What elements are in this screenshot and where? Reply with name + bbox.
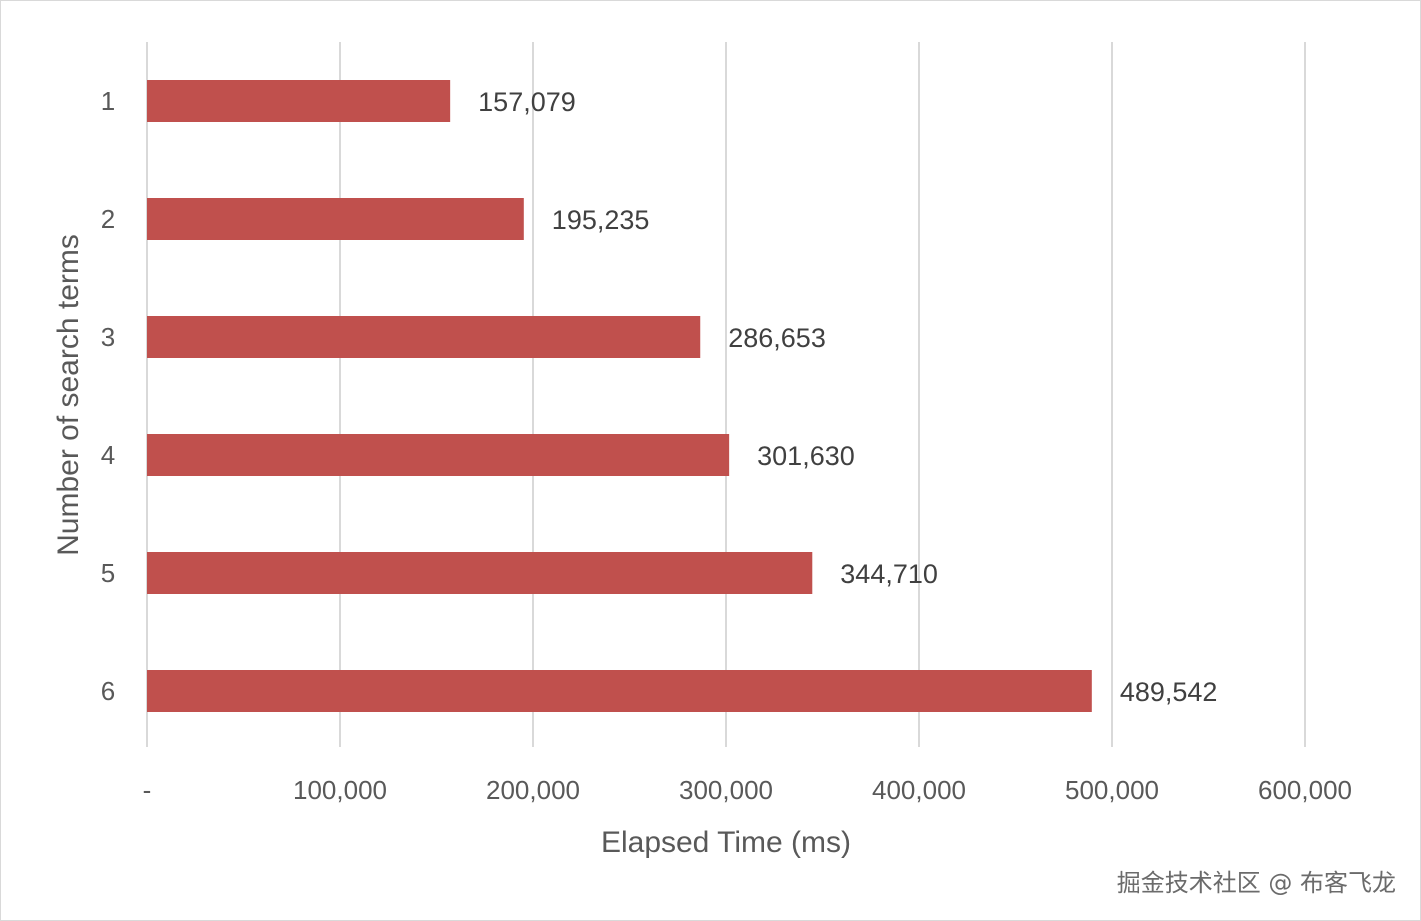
gridlines: [146, 42, 1306, 747]
bar: [147, 316, 701, 358]
x-tick-label: 600,000: [1258, 775, 1352, 805]
bars: [147, 80, 1092, 712]
y-category-label: 4: [101, 440, 115, 470]
x-tick-label: -: [143, 775, 152, 805]
x-tick-label: 400,000: [872, 775, 966, 805]
y-axis-tick-labels: 1 2 3 4 5 6: [101, 86, 115, 706]
bar: [147, 670, 1092, 712]
y-category-label: 2: [101, 204, 115, 234]
y-category-label: 6: [101, 676, 115, 706]
x-tick-label: 500,000: [1065, 775, 1159, 805]
y-category-label: 5: [101, 558, 115, 588]
bar: [147, 80, 451, 122]
data-label: 157,079: [478, 87, 576, 117]
y-category-label: 3: [101, 322, 115, 352]
data-label: 344,710: [840, 559, 938, 589]
y-axis-title: Number of search terms: [52, 234, 85, 556]
bar: [147, 552, 813, 594]
x-axis-tick-labels: - 100,000 200,000 300,000 400,000 500,000 600,…: [143, 775, 1352, 805]
bar: [147, 198, 524, 240]
x-tick-label: 200,000: [486, 775, 580, 805]
data-label: 286,653: [728, 323, 826, 353]
data-label: 195,235: [552, 205, 650, 235]
x-tick-label: 100,000: [293, 775, 387, 805]
y-category-label: 1: [101, 86, 115, 116]
data-label: 301,630: [757, 441, 855, 471]
bar: [147, 434, 730, 476]
watermark-text: 掘金技术社区 @ 布客飞龙: [1117, 869, 1396, 897]
x-axis-title: Elapsed Time (ms): [601, 826, 851, 859]
data-labels: 157,079 195,235 286,653 301,630 344,710 489,5…: [478, 87, 1217, 707]
x-tick-label: 300,000: [679, 775, 773, 805]
data-label: 489,542: [1120, 677, 1218, 707]
